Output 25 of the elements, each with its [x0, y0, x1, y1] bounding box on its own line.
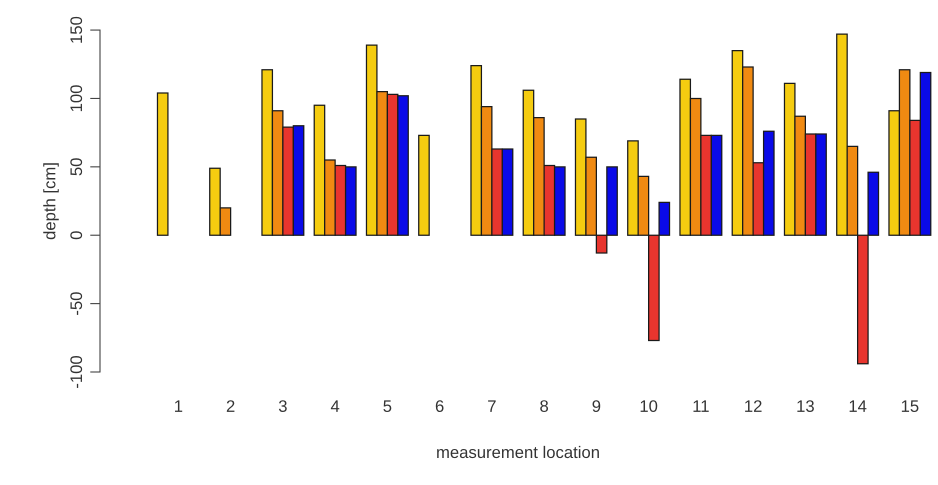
x-tick-label: 7 [488, 400, 496, 412]
x-tick-label: 4 [330, 400, 340, 412]
x-tick-label: 14 [850, 400, 866, 412]
y-tick-label: 150 [70, 16, 82, 43]
x-tick-label: 2 [226, 400, 234, 412]
y-axis-title: depth [cm] [43, 163, 59, 240]
bar [418, 134, 430, 236]
x-tick-label: 9 [592, 400, 600, 412]
y-tick-label: 100 [70, 85, 82, 112]
y-tick-label: -100 [70, 356, 82, 388]
x-tick-label: 8 [540, 400, 548, 412]
x-tick-label: 3 [278, 400, 287, 412]
x-tick-label: 1 [175, 400, 182, 412]
x-tick-label: 13 [797, 400, 814, 412]
x-tick-label: 5 [383, 400, 392, 412]
x-tick-label: 10 [640, 400, 658, 412]
x-tick-label: 15 [902, 400, 918, 412]
y-tick-label: 0 [70, 231, 82, 240]
x-tick-label: 11 [693, 400, 709, 412]
y-tick-label: -50 [70, 292, 82, 315]
x-tick-label: 6 [436, 400, 444, 412]
x-tick-label: 12 [745, 400, 762, 412]
x-axis-title: measurement location [437, 446, 599, 458]
bar [156, 92, 169, 236]
y-tick-label: 50 [70, 158, 82, 176]
